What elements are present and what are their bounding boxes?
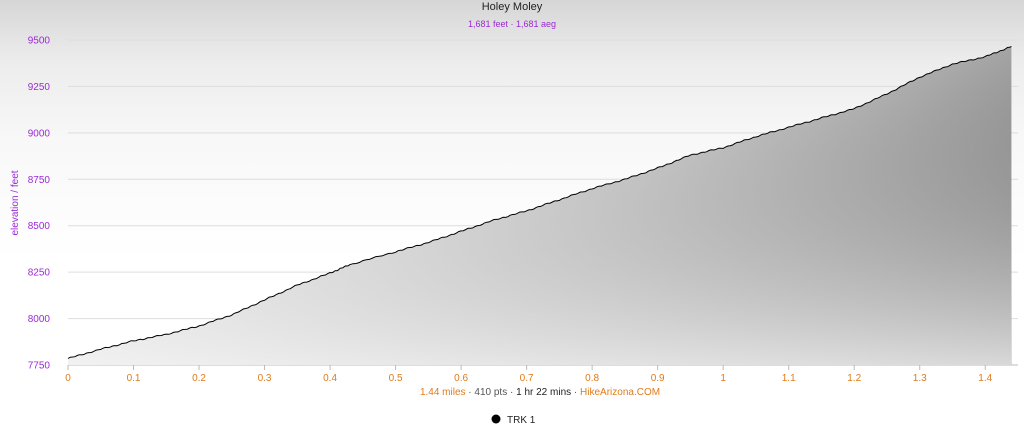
series-area-fade <box>68 46 1012 365</box>
separator: · <box>507 387 516 398</box>
series-line[interactable] <box>67 46 1012 359</box>
site-link[interactable]: HikeArizona.COM <box>580 387 660 398</box>
y-tick-label: 8000 <box>28 314 51 325</box>
x-tick-label: 0.7 <box>520 373 534 384</box>
legend-marker-icon <box>491 414 501 424</box>
separator: · <box>571 387 580 398</box>
separator: · <box>466 387 475 398</box>
y-axis-ticks: 7750 8000 8250 8500 8750 9000 9250 9500 <box>28 36 51 372</box>
x-tick-label: 0.4 <box>323 373 337 384</box>
x-tick-label: 0.5 <box>389 373 403 384</box>
legend-label: TRK 1 <box>507 415 536 426</box>
x-tick-label: 0.8 <box>585 373 599 384</box>
x-axis-ticks: 0 0.1 0.2 0.3 0.4 0.5 0.6 0.7 0.8 0.9 1 1.1 1.2 1.3 1.… <box>65 364 1018 384</box>
x-tick-label: 0.3 <box>258 373 272 384</box>
x-tick-label: 0.6 <box>454 373 468 384</box>
distance-text: 1.44 miles <box>420 387 466 398</box>
y-axis-label: elevation / feet <box>10 170 21 235</box>
y-tick-label: 9500 <box>28 36 51 47</box>
x-tick-label: 1.1 <box>782 373 796 384</box>
y-tick-label: 8250 <box>28 268 51 279</box>
x-tick-label: 0 <box>65 373 71 384</box>
x-tick-label: 1 <box>720 373 726 384</box>
x-tick-label: 0.2 <box>192 373 206 384</box>
x-tick-label: 1.3 <box>913 373 927 384</box>
y-tick-label: 7750 <box>28 361 51 372</box>
points-text: 410 pts <box>474 387 507 398</box>
chart-title: Holey Moley <box>482 1 543 13</box>
chart-subtitle: 1,681 feet · 1,681 aeg <box>468 19 556 29</box>
plot-area <box>67 46 1012 365</box>
legend-item-trk-1[interactable]: TRK 1 <box>491 414 536 427</box>
track-info: 1.44 miles · 410 pts · 1 hr 22 mins · Hi… <box>420 387 660 398</box>
y-tick-label: 9250 <box>28 82 51 93</box>
y-tick-label: 8750 <box>28 175 51 186</box>
duration-text: 1 hr 22 mins <box>516 387 571 398</box>
x-tick-label: 0.9 <box>651 373 665 384</box>
x-tick-label: 1.4 <box>978 373 992 384</box>
y-tick-label: 9000 <box>28 128 51 139</box>
x-tick-label: 0.1 <box>127 373 141 384</box>
x-tick-label: 1.2 <box>847 373 861 384</box>
y-tick-label: 8500 <box>28 221 51 232</box>
